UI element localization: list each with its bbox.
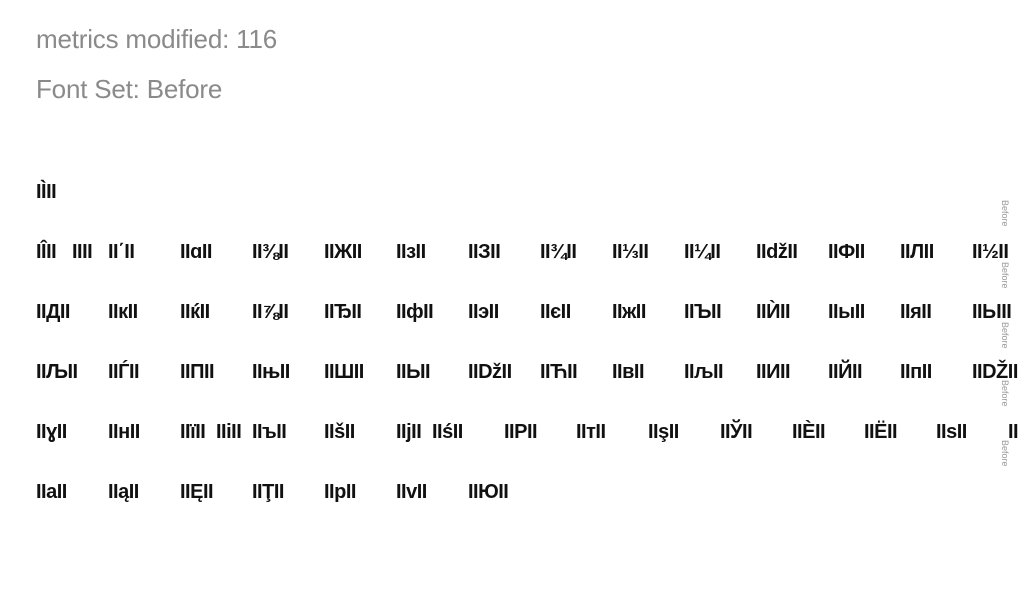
glyph-sample: II΄II	[108, 241, 135, 263]
glyph-sample: IIШII	[324, 361, 364, 383]
glyph-sample: IIљII	[684, 361, 724, 383]
glyph-sample: IIЙII	[828, 361, 863, 383]
glyph-sample: IIĘII	[180, 481, 214, 503]
side-label-before: Before	[1000, 200, 1010, 227]
glyph-sample: IIЪII	[684, 301, 722, 323]
glyph-sample: IIрII	[324, 481, 356, 503]
glyph-sample: IIЫII	[972, 301, 1012, 323]
glyph-sample: IIšII	[324, 421, 355, 443]
glyph-sample: IIФII	[828, 241, 865, 263]
glyph-sample: IIЬII	[396, 361, 431, 383]
glyph-sample: II½II	[972, 241, 1009, 263]
glyph-sample: IIɑII	[180, 241, 212, 263]
glyph-sample: IIќII	[180, 301, 210, 323]
glyph-sample: IIɣII	[36, 421, 67, 443]
glyph-sample: IIїII	[180, 421, 206, 443]
glyph-sample: IIпII	[900, 361, 932, 383]
glyph-sample: IIжII	[612, 301, 646, 323]
glyph-sample: IIєII	[540, 301, 571, 323]
glyph-sample: IIvII	[396, 481, 427, 503]
glyph-sample: IIвII	[612, 361, 645, 383]
glyph-sample: IIЍII	[756, 301, 791, 323]
glyph-sample: IIнII	[108, 421, 140, 443]
glyph-sample: IIЮII	[468, 481, 509, 503]
glyph-sample: IÌ̀II	[36, 181, 57, 203]
font-set-label: Font Set: Before	[36, 74, 223, 104]
glyph-sample: IIяII	[900, 301, 932, 323]
glyph-sample: IIЖII	[324, 241, 362, 263]
glyph-sample: IIЗII	[468, 241, 501, 263]
glyph-sample: IÎII	[36, 241, 57, 263]
glyph-sample: II¾II	[540, 241, 577, 263]
glyph-sample: II⅓II	[612, 241, 649, 263]
metrics-modified-label: metrics modified: 116	[36, 24, 277, 54]
side-label-before: Before	[1000, 440, 1010, 467]
glyph-sample: IIњII	[252, 361, 290, 383]
glyph-sample: IIDŽII	[972, 361, 1018, 383]
glyph-sample: IIПII	[180, 361, 215, 383]
glyph-sample: IIэII	[468, 301, 499, 323]
glyph-sample: IIŢII	[252, 481, 284, 503]
glyph-sample: IIЉII	[36, 361, 78, 383]
glyph-sample: IIРII	[504, 421, 538, 443]
glyph-sample: IIЀII	[792, 421, 826, 443]
glyph-sample: IIѕII	[936, 421, 967, 443]
glyph-sample: IIşII	[648, 421, 679, 443]
glyph-sample: IIśII	[432, 421, 463, 443]
glyph-sample: IIąII	[108, 481, 139, 503]
glyph-sample: IIфII	[396, 301, 434, 323]
glyph-sample: II⅞II	[252, 301, 289, 323]
glyph-sample: IIЎII	[720, 421, 753, 443]
glyph-sample: IIЛII	[900, 241, 934, 263]
glyph-sample: IIіII	[216, 421, 242, 443]
glyph-sample: IIзII	[396, 241, 426, 263]
side-label-before: Before	[1000, 380, 1010, 407]
glyph-sample: IIЂII	[324, 301, 362, 323]
glyph-sample: II	[1008, 421, 1019, 443]
glyph-sample: IIDžII	[468, 361, 512, 383]
glyph-sample: IIДII	[36, 301, 70, 323]
glyph-sample: IIъII	[252, 421, 287, 443]
glyph-sample: IIЁII	[864, 421, 898, 443]
glyph-sample: IIтII	[576, 421, 606, 443]
glyph-sample: IIЃII	[108, 361, 140, 383]
glyph-sample: IIкII	[108, 301, 138, 323]
glyph-sample: IIИII	[756, 361, 791, 383]
glyph-sample: IIјII	[396, 421, 422, 443]
glyph-sample: IIdžII	[756, 241, 798, 263]
side-label-before: Before	[1000, 262, 1010, 289]
side-label-before: Before	[1000, 322, 1010, 349]
glyph-sample: IIЋII	[540, 361, 578, 383]
glyph-sample: IIII	[72, 241, 93, 263]
glyph-sample: II¼II	[684, 241, 721, 263]
glyph-sample: IIыII	[828, 301, 865, 323]
glyph-sample: IIаII	[36, 481, 67, 503]
glyph-sample: II⅜II	[252, 241, 289, 263]
